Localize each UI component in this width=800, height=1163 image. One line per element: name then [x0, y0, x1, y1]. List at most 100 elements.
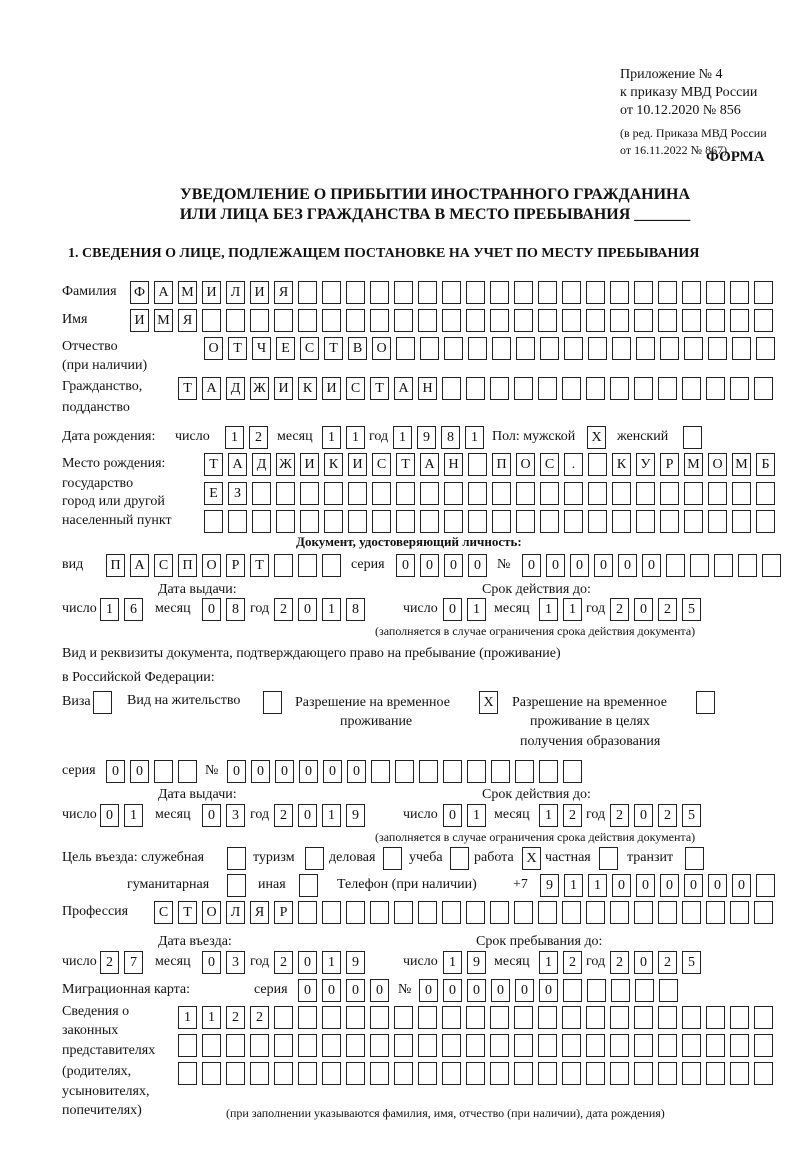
char-cell[interactable]: П: [492, 453, 511, 476]
char-cell[interactable]: 0: [275, 760, 294, 783]
char-cell[interactable]: [538, 1034, 557, 1057]
char-cell[interactable]: [514, 1062, 533, 1085]
char-cell[interactable]: 8: [346, 598, 365, 621]
char-cell[interactable]: И: [202, 281, 221, 304]
char-cell[interactable]: [634, 1006, 653, 1029]
char-cell[interactable]: [564, 482, 583, 505]
char-cell[interactable]: [562, 1006, 581, 1029]
char-cell[interactable]: Т: [178, 377, 197, 400]
char-cell[interactable]: [418, 1034, 437, 1057]
char-cell[interactable]: [394, 1062, 413, 1085]
char-cell[interactable]: 0: [634, 804, 653, 827]
char-cell[interactable]: [690, 554, 709, 577]
char-cell[interactable]: [468, 510, 487, 533]
char-cell[interactable]: [298, 1034, 317, 1057]
char-cell[interactable]: [586, 281, 605, 304]
char-cell[interactable]: [562, 377, 581, 400]
char-cell[interactable]: [515, 760, 534, 783]
char-cell[interactable]: [490, 281, 509, 304]
char-cell[interactable]: Т: [396, 453, 415, 476]
char-cell[interactable]: [202, 1062, 221, 1085]
char-cell[interactable]: О: [204, 337, 223, 360]
char-cell[interactable]: [324, 510, 343, 533]
char-cell[interactable]: Н: [418, 377, 437, 400]
char-cell[interactable]: К: [612, 453, 631, 476]
char-cell[interactable]: М: [684, 453, 703, 476]
char-cell[interactable]: [588, 482, 607, 505]
representatives-field[interactable]: [178, 1034, 773, 1057]
char-cell[interactable]: Т: [228, 337, 247, 360]
char-cell[interactable]: 0: [467, 979, 486, 1002]
char-cell[interactable]: Я: [274, 281, 293, 304]
char-cell[interactable]: 5: [682, 951, 701, 974]
char-cell[interactable]: [490, 377, 509, 400]
char-cell[interactable]: [682, 1006, 701, 1029]
residence-checkbox[interactable]: [263, 691, 282, 714]
char-cell[interactable]: [730, 1034, 749, 1057]
char-cell[interactable]: [754, 1006, 773, 1029]
char-cell[interactable]: 0: [202, 951, 221, 974]
char-cell[interactable]: [562, 1062, 581, 1085]
char-cell[interactable]: [420, 510, 439, 533]
char-cell[interactable]: [696, 691, 715, 714]
char-cell[interactable]: 2: [274, 598, 293, 621]
char-cell[interactable]: [610, 1062, 629, 1085]
char-cell[interactable]: [562, 281, 581, 304]
char-cell[interactable]: [658, 377, 677, 400]
char-cell[interactable]: О: [202, 901, 221, 924]
char-cell[interactable]: [298, 281, 317, 304]
char-cell[interactable]: 7: [124, 951, 143, 974]
char-cell[interactable]: [178, 760, 197, 783]
char-cell[interactable]: [634, 901, 653, 924]
char-cell[interactable]: [346, 1006, 365, 1029]
char-cell[interactable]: [730, 1006, 749, 1029]
char-cell[interactable]: А: [154, 281, 173, 304]
char-cell[interactable]: Л: [226, 901, 245, 924]
char-cell[interactable]: [444, 337, 463, 360]
char-cell[interactable]: [274, 554, 293, 577]
char-cell[interactable]: [634, 281, 653, 304]
char-cell[interactable]: 3: [226, 951, 245, 974]
char-cell[interactable]: [394, 1034, 413, 1057]
char-cell[interactable]: 2: [100, 951, 119, 974]
char-cell[interactable]: 1: [322, 598, 341, 621]
char-cell[interactable]: [587, 979, 606, 1002]
char-cell[interactable]: [660, 337, 679, 360]
char-cell[interactable]: [263, 691, 282, 714]
char-cell[interactable]: [586, 377, 605, 400]
char-cell[interactable]: [730, 1062, 749, 1085]
char-cell[interactable]: [610, 377, 629, 400]
char-cell[interactable]: 1: [467, 804, 486, 827]
char-cell[interactable]: 2: [610, 804, 629, 827]
char-cell[interactable]: X: [587, 426, 606, 449]
birthplace-field[interactable]: [204, 510, 775, 533]
char-cell[interactable]: 0: [346, 979, 365, 1002]
char-cell[interactable]: 0: [323, 760, 342, 783]
char-cell[interactable]: [658, 309, 677, 332]
char-cell[interactable]: [514, 377, 533, 400]
char-cell[interactable]: 0: [298, 979, 317, 1002]
char-cell[interactable]: П: [106, 554, 125, 577]
char-cell[interactable]: [756, 482, 775, 505]
char-cell[interactable]: 2: [563, 804, 582, 827]
char-cell[interactable]: [634, 1034, 653, 1057]
char-cell[interactable]: [706, 377, 725, 400]
char-cell[interactable]: А: [394, 377, 413, 400]
char-cell[interactable]: [684, 510, 703, 533]
char-cell[interactable]: [274, 1034, 293, 1057]
char-cell[interactable]: 5: [682, 598, 701, 621]
char-cell[interactable]: [586, 1006, 605, 1029]
char-cell[interactable]: 0: [618, 554, 637, 577]
char-cell[interactable]: 9: [417, 426, 436, 449]
char-cell[interactable]: 1: [178, 1006, 197, 1029]
char-cell[interactable]: 0: [322, 979, 341, 1002]
char-cell[interactable]: [538, 309, 557, 332]
char-cell[interactable]: 9: [346, 951, 365, 974]
